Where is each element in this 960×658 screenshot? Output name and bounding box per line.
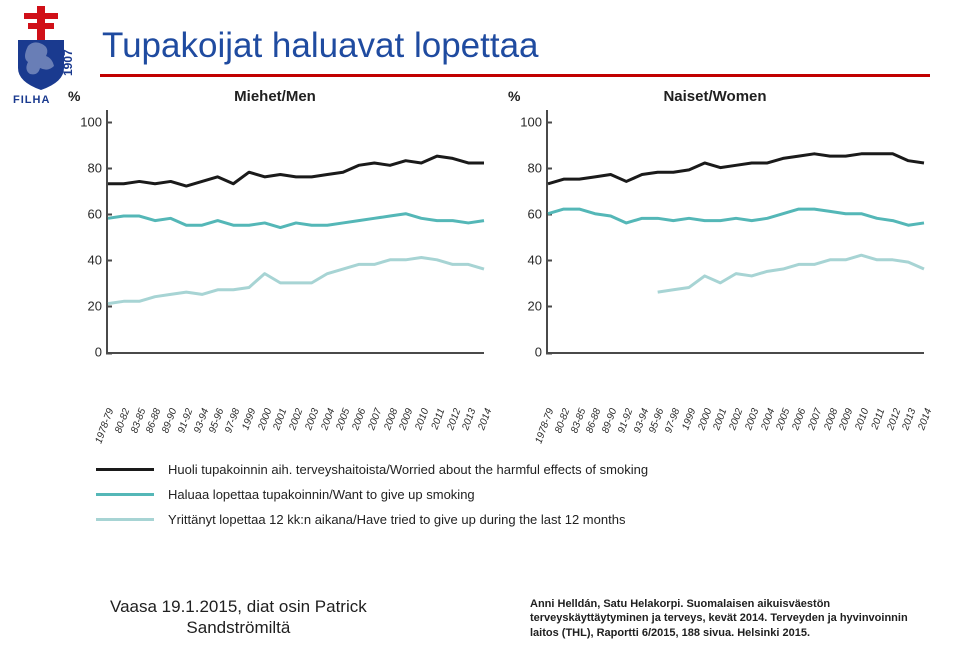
y-tick: 40 — [512, 252, 542, 267]
x-tick-label: 2007 — [366, 407, 384, 432]
y-tick: 60 — [512, 206, 542, 221]
logo-lion — [18, 40, 64, 90]
x-tick-label: 2014 — [916, 407, 934, 432]
series-lines — [548, 110, 924, 352]
y-tick: 80 — [512, 160, 542, 175]
plot-area: 020406080100 — [546, 110, 924, 354]
x-tick-label: 1978-79 — [533, 407, 556, 445]
series-worried — [108, 156, 484, 186]
x-tick-label: 2003 — [303, 407, 321, 432]
series-want_quit — [108, 214, 484, 228]
x-tick-label: 2010 — [413, 407, 431, 432]
y-axis-label: % — [508, 88, 520, 104]
y-axis-label: % — [68, 88, 80, 104]
chart-legend: Huoli tupakoinnin aih. terveyshaitoista/… — [96, 452, 916, 537]
y-tick: 80 — [72, 160, 102, 175]
panel-men: Miehet/Men%0204060801001978-7980-8283-85… — [60, 88, 490, 418]
y-tick: 100 — [72, 114, 102, 129]
y-tick: 20 — [512, 298, 542, 313]
page-title: Tupakoijat haluavat lopettaa — [102, 26, 539, 66]
legend-row-worried: Huoli tupakoinnin aih. terveyshaitoista/… — [96, 462, 916, 477]
y-tick: 0 — [512, 345, 542, 360]
footer-right: Anni Helldán, Satu Helakorpi. Suomalaise… — [530, 597, 930, 640]
legend-label: Huoli tupakoinnin aih. terveyshaitoista/… — [168, 462, 648, 477]
y-tick: 20 — [72, 298, 102, 313]
x-tick-label: 2007 — [806, 407, 824, 432]
x-tick-label: 2014 — [476, 407, 494, 432]
logo-org-name: FILHA — [13, 94, 50, 106]
series-tried — [658, 255, 924, 292]
legend-swatch — [96, 468, 154, 471]
panel-title: Naiset/Women — [500, 88, 930, 105]
series-tried — [108, 257, 484, 303]
x-tick-label: 1978-79 — [93, 407, 116, 445]
legend-label: Yrittänyt lopettaa 12 kk:n aikana/Have t… — [168, 512, 625, 527]
y-tick: 0 — [72, 345, 102, 360]
panel-women: Naiset/Women%0204060801001978-7980-8283-… — [500, 88, 930, 418]
series-want_quit — [548, 209, 924, 225]
title-underline — [100, 74, 930, 77]
y-tick: 40 — [72, 252, 102, 267]
legend-swatch — [96, 493, 154, 496]
legend-row-tried: Yrittänyt lopettaa 12 kk:n aikana/Have t… — [96, 512, 916, 527]
legend-row-want_quit: Haluaa lopettaa tupakoinnin/Want to give… — [96, 487, 916, 502]
x-tick-label: 1999 — [680, 407, 698, 432]
footer-left-line1: Vaasa 19.1.2015, diat osin Patrick — [110, 597, 367, 616]
y-tick: 100 — [512, 114, 542, 129]
series-worried — [548, 154, 924, 184]
x-tick-label: 2010 — [853, 407, 871, 432]
panel-title: Miehet/Men — [60, 88, 490, 105]
footer-left-line2: Sandströmiltä — [110, 617, 367, 638]
x-ticks: 1978-7980-8283-8586-8889-9091-9293-9495-… — [546, 356, 924, 418]
legend-swatch — [96, 518, 154, 521]
x-tick-label: 1999 — [240, 407, 258, 432]
legend-label: Haluaa lopettaa tupakoinnin/Want to give… — [168, 487, 475, 502]
logo-year: 1907 — [61, 49, 75, 76]
x-ticks: 1978-7980-8283-8586-8889-9091-9293-9495-… — [106, 356, 484, 418]
logo-cross — [24, 6, 58, 42]
x-tick-label: 2003 — [743, 407, 761, 432]
filha-logo: 1907 — [6, 6, 76, 97]
plot-area: 020406080100 — [106, 110, 484, 354]
y-tick: 60 — [72, 206, 102, 221]
series-lines — [108, 110, 484, 352]
footer-left: Vaasa 19.1.2015, diat osin Patrick Sands… — [110, 596, 367, 639]
